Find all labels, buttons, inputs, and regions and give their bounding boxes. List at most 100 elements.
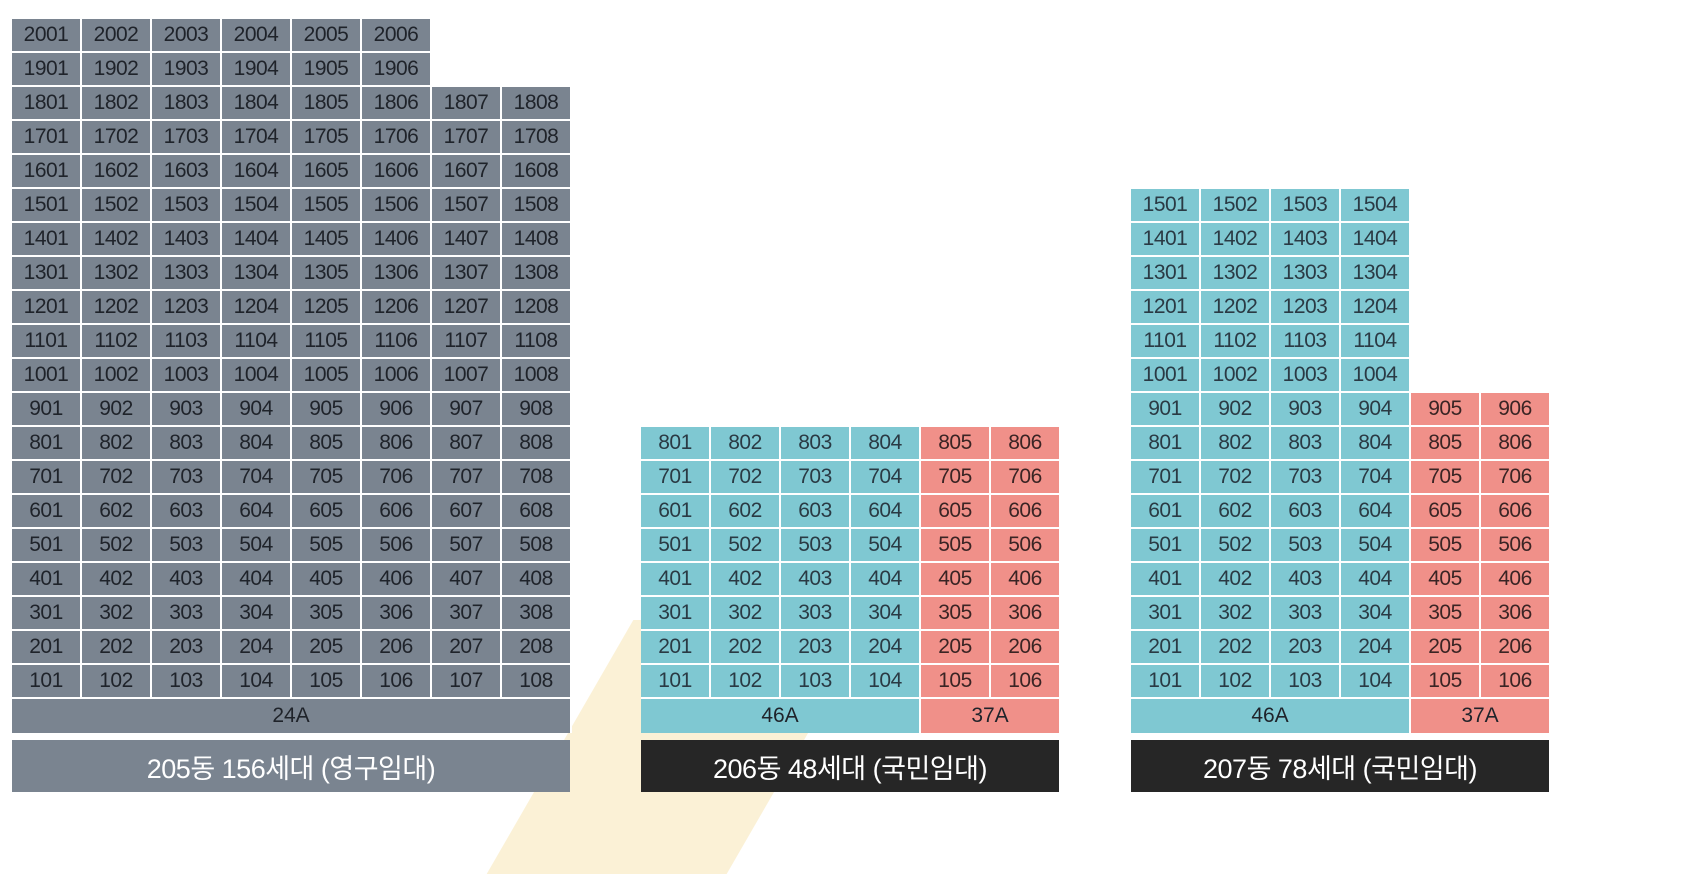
unit-cell: 904 — [222, 393, 292, 427]
unit-cell: 1901 — [12, 53, 82, 87]
unit-cell: 2001 — [12, 19, 82, 53]
unit-cell: 405 — [292, 563, 362, 597]
unit-cell: 1705 — [292, 121, 362, 155]
unit-cell: 1402 — [82, 223, 152, 257]
unit-cell: 1702 — [82, 121, 152, 155]
unit-cell: 606 — [362, 495, 432, 529]
unit-cell: 501 — [1131, 529, 1201, 563]
unit-cell: 1802 — [82, 87, 152, 121]
unit-cell: 603 — [1271, 495, 1341, 529]
unit-cell: 1607 — [432, 155, 502, 189]
unit-cell: 1906 — [362, 53, 432, 87]
unit-cell: 905 — [292, 393, 362, 427]
unit-cell: 1701 — [12, 121, 82, 155]
unit-cell: 1006 — [362, 359, 432, 393]
unit-cell: 1102 — [82, 325, 152, 359]
unit-cell: 303 — [781, 597, 851, 631]
unit-cell: 1202 — [1201, 291, 1271, 325]
unit-cell: 803 — [1271, 427, 1341, 461]
unit-cell: 1808 — [502, 87, 572, 121]
building-caption: 205동 156세대 (영구임대) — [12, 740, 570, 792]
unit-cell: 1004 — [1341, 359, 1411, 393]
unit-cell: 106 — [1481, 665, 1551, 699]
unit-cell: 705 — [921, 461, 991, 495]
unit-cell: 203 — [1271, 631, 1341, 665]
unit-cell: 205 — [292, 631, 362, 665]
unit-cell: 505 — [921, 529, 991, 563]
unit-cell: 303 — [1271, 597, 1341, 631]
unit-cell: 605 — [292, 495, 362, 529]
unit-cell: 906 — [362, 393, 432, 427]
unit-cell: 1401 — [1131, 223, 1201, 257]
unit-cell: 1101 — [1131, 325, 1201, 359]
unit-cell: 406 — [362, 563, 432, 597]
unit-cell: 507 — [432, 529, 502, 563]
unit-cell: 304 — [222, 597, 292, 631]
unit-cell: 201 — [1131, 631, 1201, 665]
unit-cell: 706 — [362, 461, 432, 495]
unit-cell: 608 — [502, 495, 572, 529]
unit-type-label: 46A — [1131, 699, 1411, 733]
unit-cell: 1704 — [222, 121, 292, 155]
unit-cell: 703 — [152, 461, 222, 495]
unit-cell: 802 — [711, 427, 781, 461]
unit-cell: 1708 — [502, 121, 572, 155]
unit-cell: 1803 — [152, 87, 222, 121]
unit-cell: 806 — [1481, 427, 1551, 461]
unit-cell: 204 — [851, 631, 921, 665]
unit-cell: 1403 — [1271, 223, 1341, 257]
unit-cell: 805 — [921, 427, 991, 461]
building-caption: 206동 48세대 (국민임대) — [641, 740, 1059, 792]
unit-cell: 902 — [1201, 393, 1271, 427]
unit-cell: 303 — [152, 597, 222, 631]
unit-cell: 202 — [82, 631, 152, 665]
unit-cell: 1101 — [12, 325, 82, 359]
unit-cell: 302 — [711, 597, 781, 631]
unit-cell: 805 — [292, 427, 362, 461]
unit-cell: 1503 — [1271, 189, 1341, 223]
unit-cell: 304 — [851, 597, 921, 631]
unit-cell: 505 — [1411, 529, 1481, 563]
unit-cell: 1005 — [292, 359, 362, 393]
unit-cell: 1202 — [82, 291, 152, 325]
unit-cell: 503 — [152, 529, 222, 563]
unit-cell: 903 — [152, 393, 222, 427]
unit-cell: 1303 — [152, 257, 222, 291]
unit-cell: 301 — [1131, 597, 1201, 631]
unit-cell: 101 — [641, 665, 711, 699]
unit-cell: 1801 — [12, 87, 82, 121]
unit-cell: 708 — [502, 461, 572, 495]
unit-cell: 502 — [1201, 529, 1271, 563]
unit-cell: 204 — [1341, 631, 1411, 665]
unit-cell: 1304 — [222, 257, 292, 291]
unit-cell: 105 — [292, 665, 362, 699]
unit-cell: 607 — [432, 495, 502, 529]
unit-cell: 601 — [641, 495, 711, 529]
unit-cell: 1002 — [82, 359, 152, 393]
unit-cell: 306 — [362, 597, 432, 631]
unit-cell: 204 — [222, 631, 292, 665]
unit-cell: 503 — [781, 529, 851, 563]
unit-cell: 102 — [1201, 665, 1271, 699]
unit-cell: 403 — [781, 563, 851, 597]
unit-cell: 402 — [1201, 563, 1271, 597]
unit-cell: 1404 — [222, 223, 292, 257]
unit-cell: 1605 — [292, 155, 362, 189]
unit-cell: 1303 — [1271, 257, 1341, 291]
unit-cell: 606 — [991, 495, 1061, 529]
unit-cell: 306 — [1481, 597, 1551, 631]
unit-cell: 1307 — [432, 257, 502, 291]
unit-cell: 704 — [851, 461, 921, 495]
unit-cell: 908 — [502, 393, 572, 427]
unit-cell: 1905 — [292, 53, 362, 87]
unit-cell: 1204 — [222, 291, 292, 325]
unit-cell: 505 — [292, 529, 362, 563]
unit-cell: 103 — [781, 665, 851, 699]
unit-cell: 1706 — [362, 121, 432, 155]
unit-cell: 1408 — [502, 223, 572, 257]
unit-cell: 1103 — [1271, 325, 1341, 359]
unit-cell: 1805 — [292, 87, 362, 121]
unit-cell: 104 — [222, 665, 292, 699]
unit-cell: 405 — [921, 563, 991, 597]
unit-cell: 1501 — [1131, 189, 1201, 223]
